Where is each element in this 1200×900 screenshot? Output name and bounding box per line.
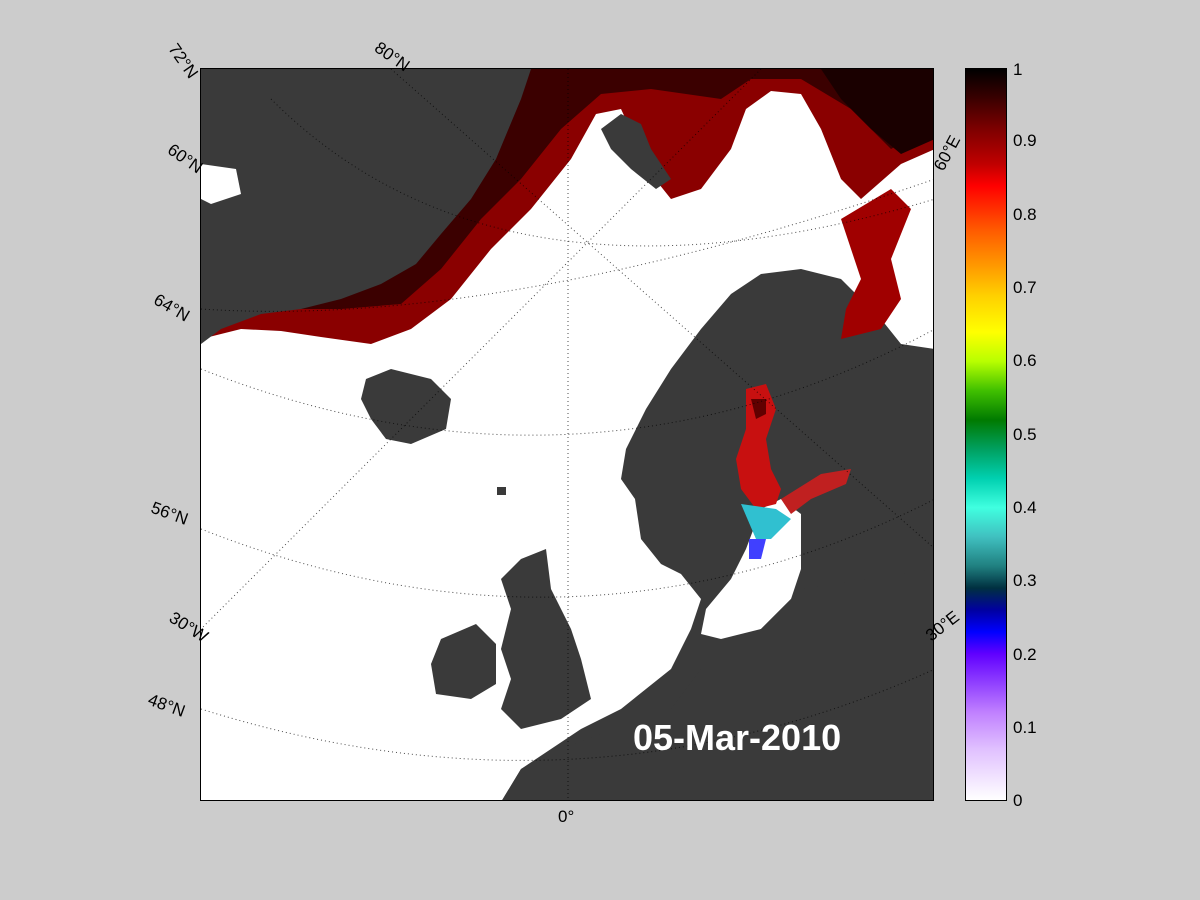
colorbar-tick: 0.2 <box>1013 645 1037 664</box>
lat-label-72n: 72°N <box>164 40 202 83</box>
colorbar <box>965 68 1007 801</box>
colorbar-tick: 0 <box>1013 791 1023 810</box>
lat-label-64n: 64°N <box>150 290 193 326</box>
bothnia-ice <box>736 384 781 509</box>
greenland-land <box>201 69 531 344</box>
map-graphic <box>201 69 933 800</box>
map-panel: 05-Mar-2010 <box>200 68 934 801</box>
great-britain-land <box>501 549 591 729</box>
colorbar-tick: 0.7 <box>1013 278 1037 297</box>
colorbar-tick: 0.6 <box>1013 351 1037 370</box>
svalbard-land <box>601 114 671 189</box>
lat-label-48n: 48°N <box>145 690 188 721</box>
ireland-land <box>431 624 496 699</box>
colorbar-tick: 0.3 <box>1013 571 1037 590</box>
colorbar-tick: 0.5 <box>1013 425 1037 444</box>
faroes-land <box>497 487 506 495</box>
colorbar-tick: 0.9 <box>1013 131 1037 150</box>
colorbar-tick: 0.8 <box>1013 205 1037 224</box>
finland-gulf-ice <box>781 469 851 514</box>
lon-label-60e: 60°E <box>930 132 965 174</box>
colorbar-tick: 0.1 <box>1013 718 1037 737</box>
europe-land <box>502 569 933 800</box>
colorbar-tick: 0.4 <box>1013 498 1037 517</box>
novaya-zemlya-land <box>821 69 933 154</box>
date-label: 05-Mar-2010 <box>633 717 842 758</box>
white-sea-ice <box>841 189 911 339</box>
lat-label-56n: 56°N <box>148 498 191 529</box>
colorbar-tick: 1 <box>1013 60 1023 79</box>
iceland-land <box>361 369 451 444</box>
lon-label-0: 0° <box>558 807 575 826</box>
